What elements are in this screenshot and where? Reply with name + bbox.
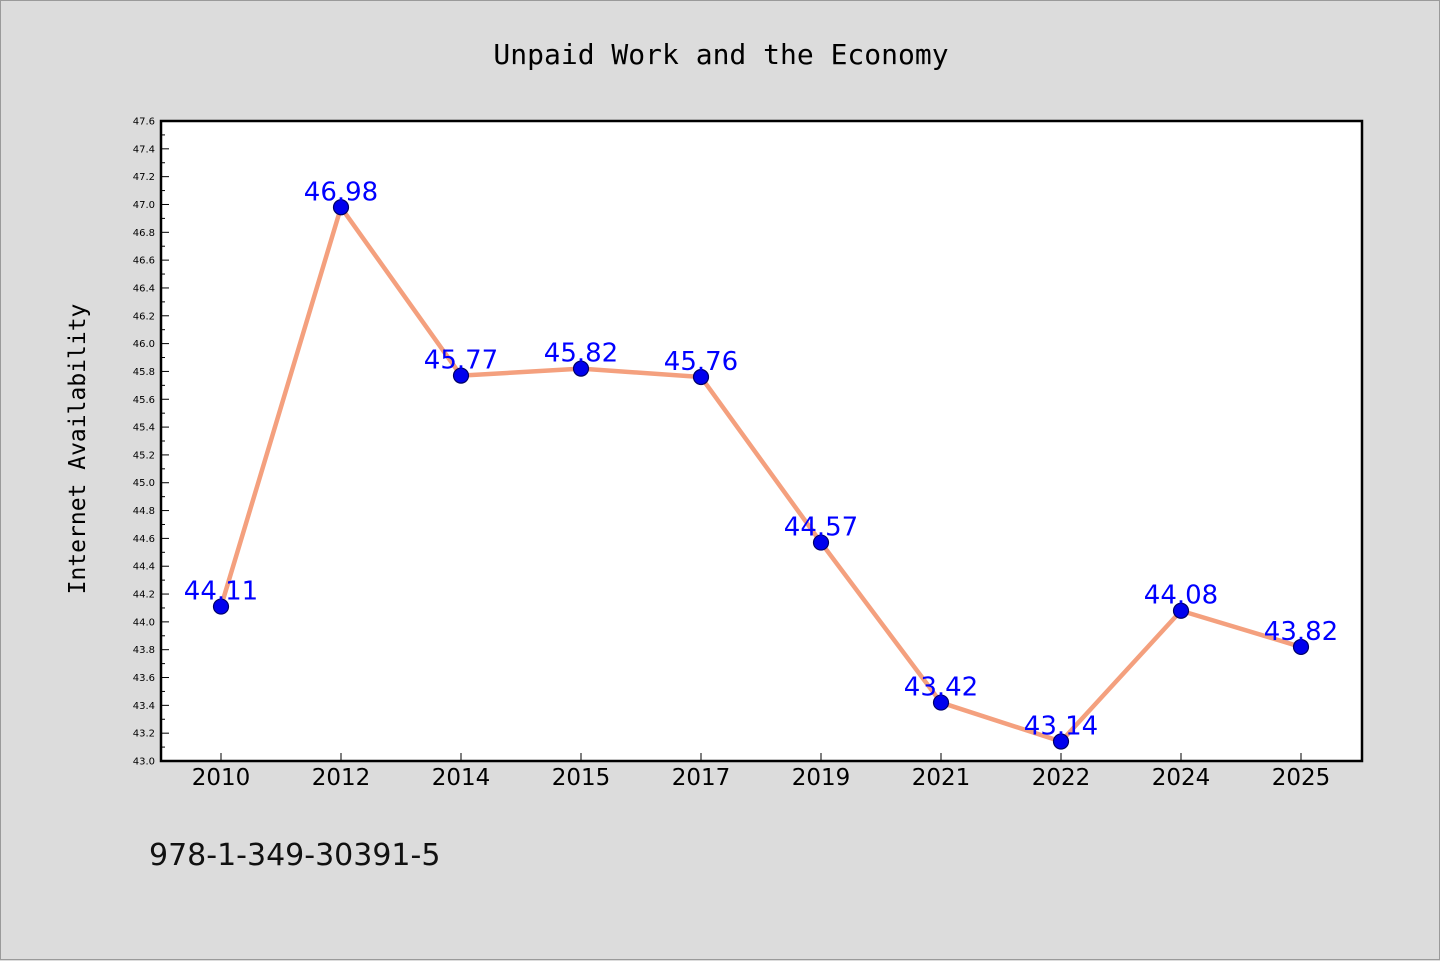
x-tick-label: 2024 bbox=[1152, 765, 1211, 791]
x-tick-label: 2025 bbox=[1272, 765, 1331, 791]
y-tick-label: 46.8 bbox=[133, 228, 155, 239]
data-point bbox=[332, 199, 350, 216]
series-line bbox=[218, 205, 1304, 744]
y-tick-label: 43.8 bbox=[133, 645, 155, 656]
y-tick-label: 45.8 bbox=[133, 367, 155, 378]
y-tick-label: 47.0 bbox=[133, 200, 155, 211]
y-tick-label: 47.6 bbox=[133, 117, 155, 128]
y-tick-label: 45.2 bbox=[133, 450, 155, 461]
data-label: 43.42 bbox=[904, 673, 978, 703]
y-tick-label: 46.2 bbox=[133, 311, 155, 322]
y-tick-label: 45.0 bbox=[133, 478, 155, 489]
data-point bbox=[572, 360, 590, 377]
data-point bbox=[212, 598, 230, 615]
data-label: 43.82 bbox=[1264, 617, 1338, 647]
data-labels: 44.11 46.98 45.77 45.82 45.76 44.57 43.42 43.14… bbox=[184, 177, 1338, 741]
plot-area bbox=[159, 119, 1364, 763]
x-tick-label: 2017 bbox=[672, 765, 731, 791]
y-tick-label: 46.4 bbox=[133, 283, 155, 294]
series-line-group bbox=[218, 205, 1304, 744]
y-tick-label: 46.6 bbox=[133, 256, 155, 267]
data-label: 44.57 bbox=[784, 513, 858, 543]
y-tick-label: 44.8 bbox=[133, 506, 155, 517]
data-point bbox=[452, 367, 470, 384]
data-point bbox=[1172, 602, 1190, 619]
y-tick-label: 43.4 bbox=[133, 701, 155, 712]
data-point bbox=[812, 534, 830, 551]
y-tick-label: 46.0 bbox=[133, 339, 155, 350]
y-tick-label: 45.6 bbox=[133, 395, 155, 406]
isbn-annotation: 978-1-349-30391-5 bbox=[149, 838, 440, 873]
y-tick-label: 47.2 bbox=[133, 172, 155, 183]
y-tick-label: 45.4 bbox=[133, 423, 155, 434]
x-tick-label: 2014 bbox=[432, 765, 491, 791]
data-label: 44.08 bbox=[1144, 581, 1218, 611]
y-axis-label: Internet Availability bbox=[65, 304, 91, 595]
y-tick-label: 44.6 bbox=[133, 534, 155, 545]
data-label: 46.98 bbox=[304, 177, 378, 207]
x-tick-label: 2010 bbox=[192, 765, 251, 791]
y-tick-label: 44.0 bbox=[133, 617, 155, 628]
x-tick-label: 2022 bbox=[1032, 765, 1091, 791]
y-axis: 43.0 43.2 43.4 43.6 43.8 44.0 44.2 44.4 44.6 44.8… bbox=[133, 117, 169, 768]
data-label: 45.76 bbox=[664, 347, 738, 377]
y-tick-label: 43.6 bbox=[133, 673, 155, 684]
y-tick-label: 47.4 bbox=[133, 144, 155, 155]
data-point bbox=[1292, 638, 1310, 656]
data-label: 45.82 bbox=[544, 339, 618, 369]
x-axis: 2010 2012 2014 2015 2017 2019 2021 2022 2024 2025 bbox=[192, 753, 1331, 791]
chart-title: Unpaid Work and the Economy bbox=[493, 38, 948, 71]
data-point bbox=[932, 694, 950, 711]
data-label: 44.11 bbox=[184, 577, 258, 607]
x-tick-label: 2015 bbox=[552, 765, 611, 791]
data-point bbox=[692, 368, 710, 386]
y-tick-label: 43.0 bbox=[133, 757, 155, 768]
data-point bbox=[1052, 733, 1070, 750]
x-tick-label: 2021 bbox=[912, 765, 971, 791]
data-label: 45.77 bbox=[424, 346, 498, 376]
y-tick-label: 44.4 bbox=[133, 562, 155, 573]
y-tick-label: 43.2 bbox=[133, 729, 155, 740]
x-tick-label: 2019 bbox=[792, 765, 851, 791]
data-label: 43.14 bbox=[1024, 712, 1098, 742]
data-markers bbox=[212, 199, 1310, 750]
x-tick-label: 2012 bbox=[312, 765, 371, 791]
y-tick-label: 44.2 bbox=[133, 590, 155, 601]
